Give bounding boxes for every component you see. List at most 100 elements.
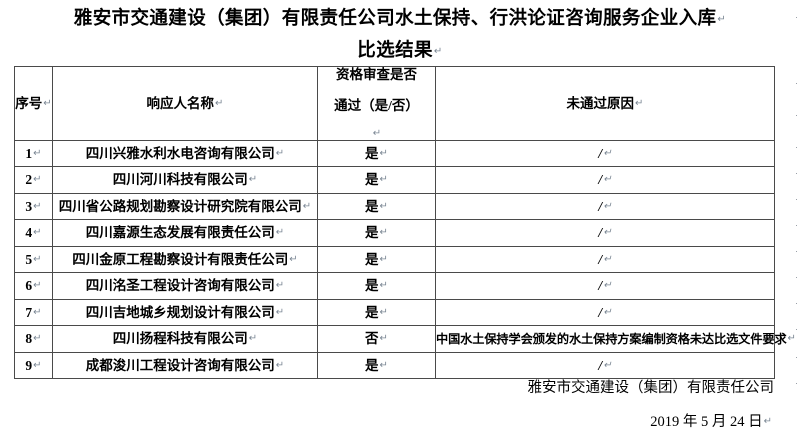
paragraph-mark-icon: ↵ (379, 253, 388, 265)
table-header-row: 序号↵ 响应人名称↵ 资格审查是否 通过（是/否） ↵ 未通过原因↵ (14, 66, 775, 141)
respondent-name-cell: 成都浚川工程设计咨询有限公司↵ (52, 351, 318, 380)
qualification-result-cell: 是↵ (317, 139, 436, 168)
qualification-result-cell-text: 是 (365, 251, 379, 267)
failure-reason-cell: /↵ (435, 219, 775, 247)
column-header-name: 响应人名称↵ (52, 66, 318, 141)
title-line-2: 比选结果↵ (0, 40, 800, 61)
paragraph-mark-icon: ↵ (275, 359, 285, 371)
respondent-name-cell: 四川兴雅水利水电咨询有限公司↵ (52, 139, 318, 168)
paragraph-mark-icon: ↵ (33, 280, 42, 292)
paragraph-mark-icon: ↵ (379, 306, 388, 318)
failure-reason-cell: 中国水土保持学会颁发的水土保持方案编制资格未达比选文件要求↵ (435, 325, 796, 353)
row-number-cell-text: 8 (25, 331, 33, 347)
page-title: 雅安市交通建设（集团）有限责任公司水土保持、行洪论证咨询服务企业入库↵ 比选结果… (0, 0, 800, 60)
qualification-result-cell-text: 是 (365, 172, 379, 188)
paragraph-mark-icon: ↵ (379, 280, 388, 292)
document-footer: 雅安市交通建设（集团）有限责任公司 2019 年 5 月 24 日↵ (528, 381, 775, 429)
row-number-cell-text: 1 (25, 145, 33, 161)
footer-organization: 雅安市交通建设（集团）有限责任公司 (527, 380, 775, 396)
table-row: 7↵ 四川吉地城乡规划设计有限公司↵ 是↵/↵ (14, 298, 775, 327)
failure-reason-cell: /↵ (435, 351, 775, 380)
paragraph-mark-icon: ↵ (379, 174, 388, 186)
table-row: 6↵ 四川洺圣工程设计咨询有限公司↵ 是↵/↵ (14, 272, 775, 300)
failure-reason-cell-text: / (598, 251, 603, 267)
paragraph-mark-icon: ↵ (302, 200, 312, 212)
revision-mark-icon: · (795, 378, 798, 388)
column-header-pass-line-2: 通过（是/否） ↵ (318, 98, 435, 140)
failure-reason-cell-text: / (598, 357, 603, 373)
table-row: 2↵ 四川河川科技有限公司↵ 是↵/↵ (14, 166, 775, 194)
failure-reason-cell: /↵ (435, 245, 775, 274)
row-number-cell: 4↵ (14, 219, 53, 247)
failure-reason-cell: /↵ (435, 272, 775, 300)
revision-mark-icon: · (795, 194, 798, 204)
paragraph-mark-icon: ↵ (248, 174, 258, 186)
revision-mark-icon: · (795, 272, 798, 282)
title-line-1-text: 雅安市交通建设（集团）有限责任公司水土保持、行洪论证咨询服务企业入库 (73, 9, 717, 29)
paragraph-mark-icon: ↵ (275, 147, 285, 159)
paragraph-mark-icon: ↵ (603, 359, 612, 371)
table-row: 3↵ 四川省公路规划勘察设计研究院有限公司↵ 是↵/↵ (14, 192, 775, 221)
paragraph-mark-icon: ↵ (33, 359, 42, 371)
paragraph-mark-icon: ↵ (763, 415, 772, 427)
paragraph-mark-icon: ↵ (215, 97, 224, 109)
paragraph-mark-icon: ↵ (379, 333, 388, 345)
column-header-reason: 未通过原因↵ (435, 66, 775, 141)
qualification-result-cell: 是↵ (317, 245, 436, 274)
failure-reason-cell-text: / (598, 278, 603, 294)
title-line-1: 雅安市交通建设（集团）有限责任公司水土保持、行洪论证咨询服务企业入库↵ (0, 10, 800, 29)
edge-revision-marks: · · · · · · · · · · · · · (786, 0, 798, 441)
paragraph-mark-icon: ↵ (33, 253, 42, 265)
row-number-cell: 9↵ (14, 351, 53, 380)
revision-mark-icon: · (795, 298, 798, 308)
respondent-name-cell: 四川金原工程勘察设计有限责任公司↵ (52, 245, 318, 274)
column-header-pass: 资格审查是否 通过（是/否） ↵ (317, 66, 436, 141)
table-row: 1↵ 四川兴雅水利水电咨询有限公司↵ 是↵/↵ (14, 139, 775, 168)
respondent-name-cell-text: 四川洺圣工程设计咨询有限公司 (85, 278, 275, 294)
paragraph-mark-icon: ↵ (635, 97, 644, 109)
revision-mark-icon: · (795, 142, 798, 152)
paragraph-mark-icon: ↵ (787, 332, 796, 344)
column-header-reason-label: 未通过原因 (566, 95, 635, 111)
qualification-result-cell: 否↵ (317, 325, 436, 353)
qualification-result-cell-text: 否 (365, 331, 379, 347)
qualification-result-cell-text: 是 (365, 278, 379, 294)
respondent-name-cell-text: 四川兴雅水利水电咨询有限公司 (85, 145, 275, 161)
paragraph-mark-icon: ↵ (275, 280, 285, 292)
paragraph-mark-icon: ↵ (603, 227, 612, 239)
row-number-cell: 8↵ (14, 325, 53, 353)
qualification-result-cell: 是↵ (317, 351, 436, 380)
row-number-cell-text: 2 (25, 172, 33, 188)
failure-reason-cell: /↵ (435, 139, 775, 168)
qualification-result-cell: 是↵ (317, 272, 436, 300)
respondent-name-cell-text: 成都浚川工程设计咨询有限公司 (85, 357, 275, 373)
failure-reason-cell-text: / (598, 304, 603, 320)
row-number-cell-text: 5 (25, 251, 33, 267)
respondent-name-cell: 四川洺圣工程设计咨询有限公司↵ (52, 272, 318, 300)
row-number-cell: 6↵ (14, 272, 53, 300)
title-line-2-text: 比选结果 (357, 40, 433, 61)
column-header-no: 序号↵ (14, 66, 53, 141)
qualification-result-cell-text: 是 (365, 304, 379, 320)
row-number-cell-text: 6 (25, 278, 33, 294)
row-number-cell-text: 7 (25, 304, 33, 320)
paragraph-mark-icon: ↵ (372, 128, 382, 140)
qualification-result-cell: 是↵ (317, 166, 436, 194)
paragraph-mark-icon: ↵ (33, 147, 42, 159)
revision-mark-icon: · (795, 168, 798, 178)
revision-mark-icon: · (795, 78, 798, 88)
paragraph-mark-icon: ↵ (379, 147, 388, 159)
respondent-name-cell: 四川扬程科技有限公司↵ (52, 325, 318, 353)
respondent-name-cell-text: 四川嘉源生态发展有限责任公司 (85, 225, 275, 241)
paragraph-mark-icon: ↵ (275, 306, 285, 318)
paragraph-mark-icon: ↵ (603, 200, 612, 212)
paragraph-mark-icon: ↵ (248, 333, 258, 345)
revision-mark-icon: · (795, 352, 798, 362)
failure-reason-cell: /↵ (435, 298, 775, 327)
results-table-container: 序号↵ 响应人名称↵ 资格审查是否 通过（是/否） ↵ 未通过原因↵ 1↵ 四川兴雅… (14, 66, 796, 380)
table-body: 1↵ 四川兴雅水利水电咨询有限公司↵ 是↵/↵ 2↵ 四川河川科技有限公司↵ 是↵/↵ 3↵… (14, 139, 796, 380)
row-number-cell-text: 4 (25, 225, 33, 241)
column-header-pass-line-2-label: 通过（是/否） (334, 97, 419, 113)
failure-reason-cell: /↵ (435, 192, 775, 221)
paragraph-mark-icon: ↵ (603, 280, 612, 292)
